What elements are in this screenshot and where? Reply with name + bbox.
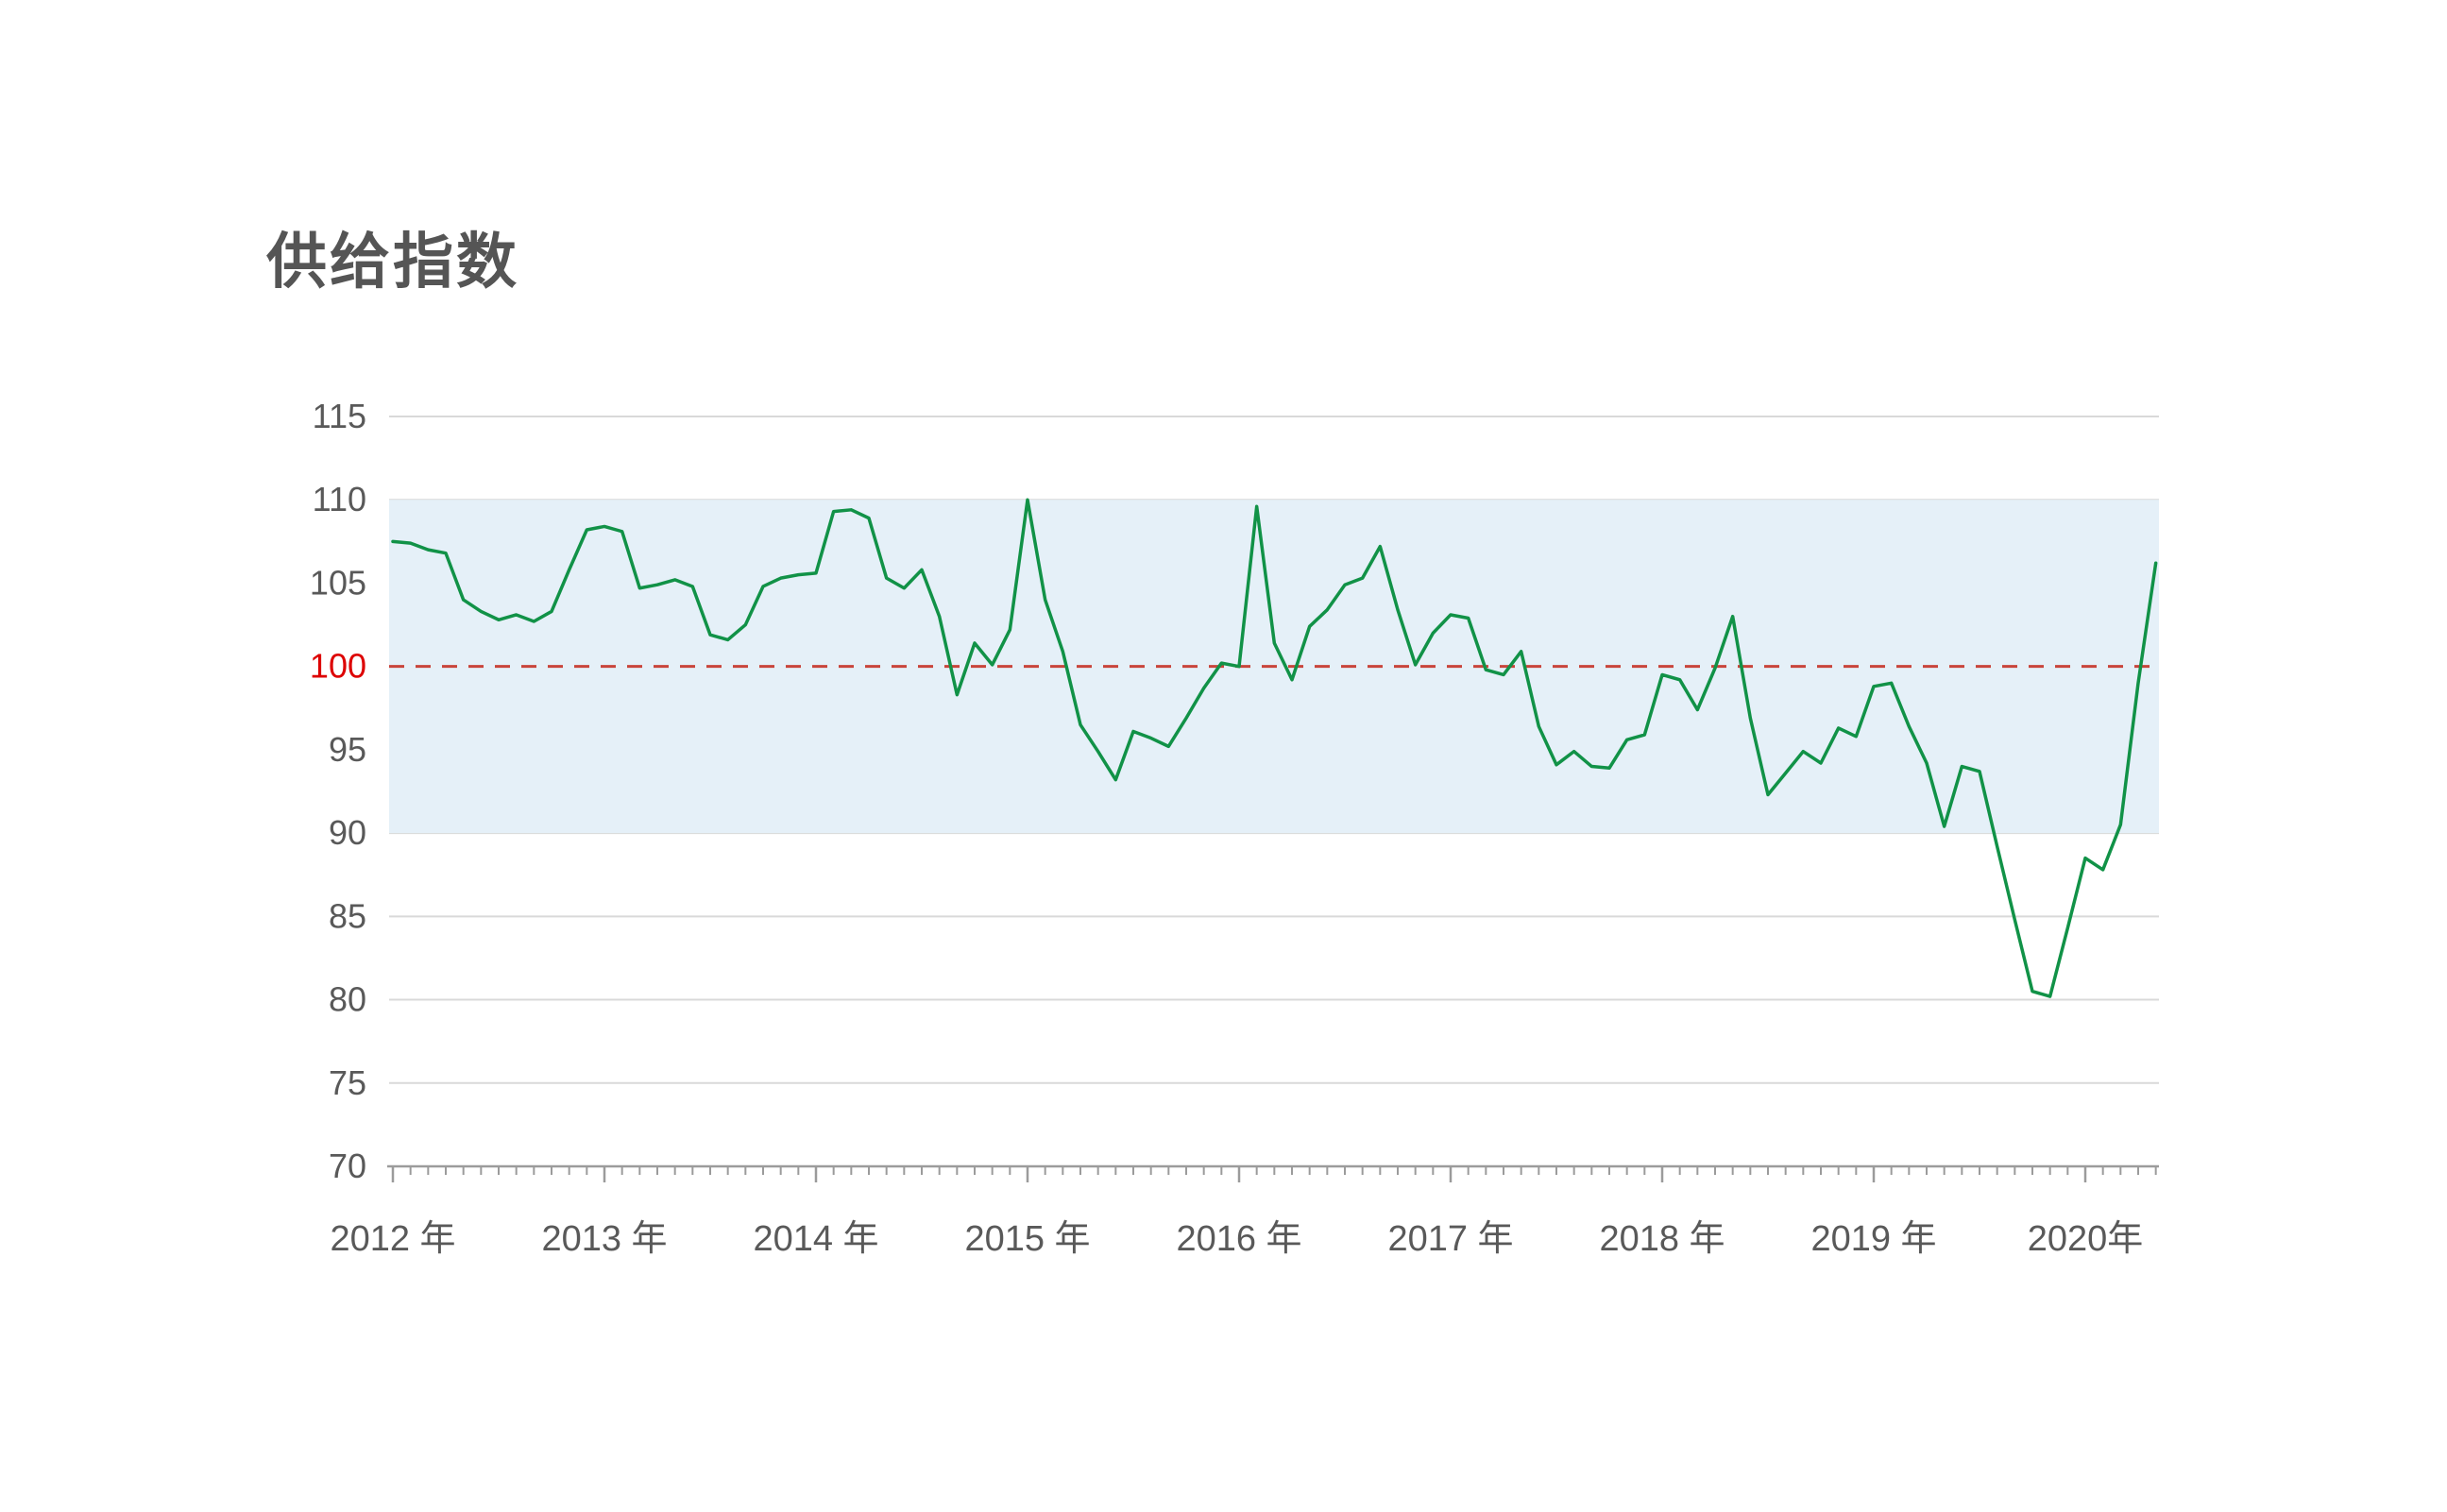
y-axis-label-90: 90 [329, 813, 366, 852]
x-axis-label-2016: 2016 年 [1176, 1219, 1301, 1259]
x-axis-label-2015: 2015 年 [964, 1219, 1090, 1259]
x-axis-label-2018: 2018 年 [1599, 1219, 1725, 1259]
y-axis-label-80: 80 [329, 980, 366, 1019]
y-axis-label-70: 70 [329, 1147, 366, 1185]
x-axis-label-2017: 2017 年 [1387, 1219, 1513, 1259]
x-axis-label-2012: 2012 年 [330, 1219, 455, 1259]
y-axis-label-75: 75 [329, 1063, 366, 1102]
x-axis-label-2014: 2014 年 [753, 1219, 878, 1259]
series-line-supply-index [391, 498, 2158, 998]
chart-title: 供给指数 [266, 228, 519, 296]
y-axis-label-85: 85 [329, 896, 366, 935]
x-axis-label-2019: 2019 年 [1810, 1219, 1936, 1259]
x-axis-label-2020: 2020年 [2028, 1219, 2144, 1259]
y-axis-label-100: 100 [310, 647, 366, 686]
y-axis-label-105: 105 [310, 563, 366, 602]
y-axis-label-115: 115 [313, 397, 366, 435]
y-axis-label-110: 110 [313, 480, 366, 518]
y-axis-label-95: 95 [329, 730, 366, 769]
x-axis-label-2013: 2013 年 [541, 1219, 667, 1259]
